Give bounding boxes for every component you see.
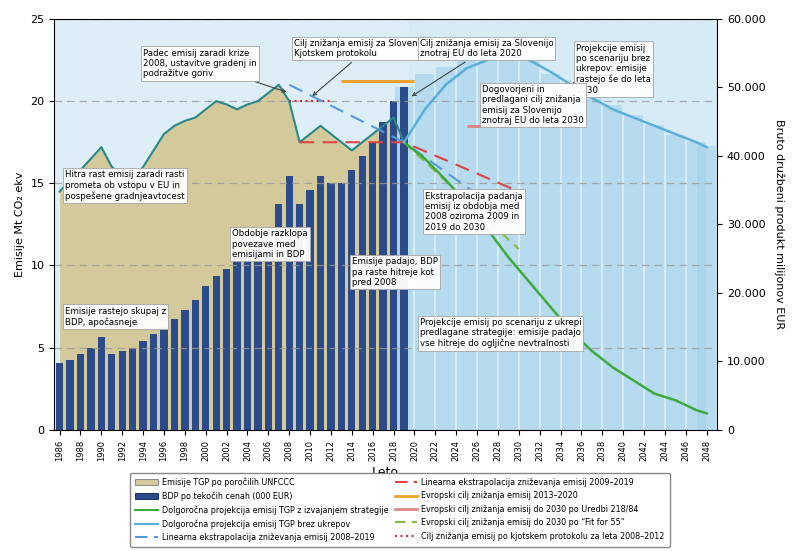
Bar [150, 334, 157, 430]
Bar [254, 241, 262, 430]
Bar [275, 204, 282, 430]
Bar [687, 142, 706, 430]
Bar [400, 88, 408, 430]
Bar [296, 204, 303, 430]
Bar [520, 60, 538, 430]
Bar [139, 341, 146, 430]
Bar [603, 105, 622, 430]
Text: Hitra rast emisij zaradi rasti
prometa ob vstopu v EU in
pospešene gradnjeavtoce: Hitra rast emisij zaradi rasti prometa o… [65, 170, 185, 201]
Bar [499, 53, 518, 430]
Text: Dogovorjeni in
predlagani cilj znižanja
emisij za Slovenijo
znotraj EU do leta 2: Dogovorjeni in predlagani cilj znižanja … [482, 85, 584, 125]
Bar [306, 190, 314, 430]
Text: Padec emisij zaradi krize
2008, ustavitve gradenj in
podražitve goriv: Padec emisij zaradi krize 2008, ustavitv… [143, 48, 286, 92]
Bar [698, 145, 716, 430]
Bar [56, 363, 63, 430]
Bar [265, 228, 272, 430]
Bar [458, 60, 476, 430]
Bar [66, 360, 74, 430]
Bar [181, 310, 189, 430]
Bar [317, 176, 324, 430]
Text: Cilj znižanja emisij za Slovenijo
znotraj EU do leta 2020: Cilj znižanja emisij za Slovenijo znotra… [413, 39, 554, 96]
Bar [192, 300, 199, 430]
Bar [379, 122, 386, 430]
Bar [436, 67, 455, 430]
Bar [645, 125, 664, 430]
Bar [390, 101, 398, 430]
Bar [666, 136, 685, 430]
Bar [624, 115, 643, 430]
Text: Cilj znižanja emisij za Slovenijo po
Kjotskem protokolu: Cilj znižanja emisij za Slovenijo po Kjo… [294, 39, 442, 95]
Bar [170, 319, 178, 430]
Bar [541, 74, 559, 430]
Bar [77, 354, 84, 430]
Text: Emisije rastejo skupaj z
BDP, apočasneje: Emisije rastejo skupaj z BDP, apočasneje [65, 306, 166, 327]
Bar [358, 156, 366, 430]
Bar [202, 286, 210, 430]
Bar [415, 74, 434, 430]
Bar [582, 94, 602, 430]
Bar [244, 252, 251, 430]
Bar [223, 269, 230, 430]
X-axis label: Leto: Leto [372, 466, 399, 479]
Text: Projekcije emisij po scenariju z ukrepi
predlagane strategije: emisije padajo
vs: Projekcije emisij po scenariju z ukrepi … [420, 318, 582, 348]
Bar [213, 276, 220, 430]
Y-axis label: Bruto družbeni produkt milijonov EUR: Bruto družbeni produkt milijonov EUR [774, 120, 785, 329]
Bar [118, 351, 126, 430]
Text: Obdobje razklopa
povezave med
emisijami in BDP: Obdobje razklopa povezave med emisijami … [232, 229, 307, 259]
Bar [410, 19, 717, 430]
Bar [129, 348, 136, 430]
Bar [327, 183, 334, 430]
Y-axis label: Emisije Mt CO₂ ekv: Emisije Mt CO₂ ekv [15, 172, 25, 277]
Bar [98, 337, 105, 430]
Bar [286, 176, 293, 430]
Text: Emisije padajo, BDP
pa raste hitreje kot
pred 2008: Emisije padajo, BDP pa raste hitreje kot… [352, 257, 438, 287]
Legend: Emisije TGP po poročilih UNFCCC, BDP po tekočih cenah (000 EUR), Dolgoročna proj: Emisije TGP po poročilih UNFCCC, BDP po … [130, 473, 670, 547]
Bar [87, 348, 94, 430]
Bar [478, 57, 497, 430]
Bar [338, 183, 345, 430]
Bar [562, 84, 580, 430]
Bar [348, 170, 355, 430]
Text: Ekstrapolacija padanja
emisij iz obdobja med
2008 oziroma 2009 in
2019 do 2030: Ekstrapolacija padanja emisij iz obdobja… [425, 192, 522, 232]
Bar [108, 354, 115, 430]
Bar [234, 262, 241, 430]
Text: Projekcije emisij
po scenariju brez
ukrepov: emisije
rastejo še do leta
2030: Projekcije emisij po scenariju brez ukre… [571, 44, 651, 95]
Bar [160, 327, 168, 430]
Bar [394, 88, 414, 430]
Bar [369, 142, 376, 430]
